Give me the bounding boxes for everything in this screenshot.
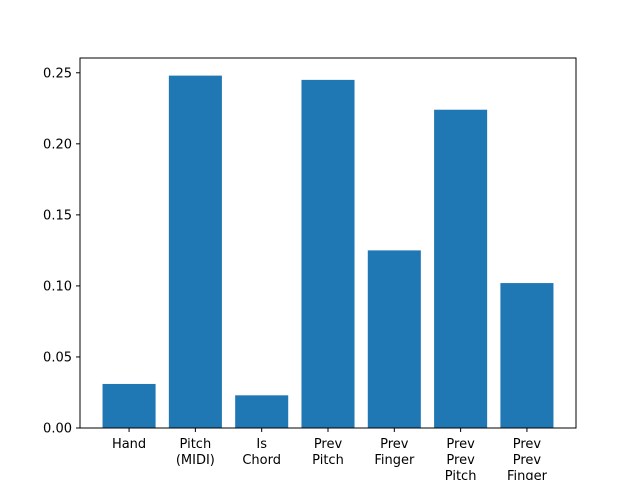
x-tick-label: Hand	[112, 437, 146, 452]
bar-6	[500, 283, 554, 428]
y-axis: 0.00 0.05 0.10 0.15 0.20 0.25	[43, 66, 80, 437]
x-tick-label: Prev Pitch	[312, 437, 344, 468]
bar-2	[235, 395, 289, 428]
x-tick-label: Prev Prev Finger	[507, 437, 548, 480]
bar-1	[168, 75, 222, 428]
y-tick-label: 0.20	[43, 137, 72, 152]
x-tick-label: Prev Prev Pitch	[445, 437, 477, 480]
y-tick-label: 0.10	[43, 279, 72, 294]
y-tick-label: 0.25	[43, 66, 72, 81]
bar-3	[301, 79, 355, 429]
bar-5	[434, 109, 488, 428]
bar-4	[367, 250, 421, 428]
bar-0	[102, 383, 156, 428]
bars-group	[102, 75, 554, 429]
x-tick-label: Prev Finger	[374, 437, 415, 468]
x-tick-label: Is Chord	[242, 437, 281, 468]
y-tick-label: 0.15	[43, 208, 72, 223]
y-tick-label: 0.00	[43, 422, 72, 437]
x-axis: Hand Pitch (MIDI) Is Chord Prev Pitch Prev Finge…	[112, 428, 548, 480]
y-tick-label: 0.05	[43, 350, 72, 365]
x-tick-label: Pitch (MIDI)	[176, 437, 215, 468]
